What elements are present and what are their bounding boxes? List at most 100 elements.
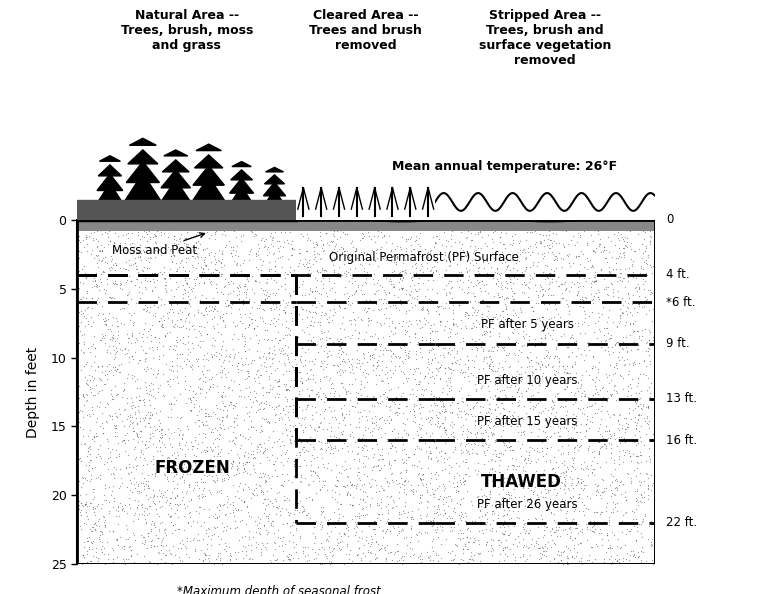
Point bbox=[352, 536, 364, 546]
Point bbox=[410, 231, 423, 241]
Point bbox=[379, 369, 391, 378]
Point bbox=[357, 462, 369, 472]
Point bbox=[99, 549, 111, 558]
Point bbox=[638, 356, 650, 365]
Point bbox=[168, 250, 180, 260]
Point bbox=[586, 260, 598, 270]
Point bbox=[617, 373, 629, 383]
Point bbox=[139, 440, 151, 449]
Point bbox=[188, 324, 200, 334]
Point bbox=[151, 227, 163, 236]
Point bbox=[289, 498, 301, 507]
Point bbox=[243, 247, 256, 256]
Point bbox=[89, 518, 102, 527]
Point bbox=[500, 510, 513, 519]
Point bbox=[254, 371, 266, 380]
Polygon shape bbox=[123, 185, 162, 220]
Point bbox=[372, 275, 384, 285]
Point bbox=[353, 407, 365, 417]
Point bbox=[180, 399, 192, 408]
Point bbox=[414, 389, 427, 399]
Point bbox=[522, 454, 534, 463]
Point bbox=[321, 534, 333, 544]
Point bbox=[625, 254, 638, 264]
Point bbox=[474, 227, 487, 236]
Point bbox=[554, 402, 566, 412]
Point bbox=[249, 276, 261, 286]
Point bbox=[270, 289, 283, 298]
Point bbox=[541, 485, 554, 495]
Point bbox=[297, 455, 310, 465]
Point bbox=[551, 549, 564, 558]
Point bbox=[479, 328, 491, 337]
Point bbox=[400, 289, 413, 299]
Point bbox=[628, 549, 640, 558]
Point bbox=[621, 369, 634, 378]
Point bbox=[187, 386, 199, 396]
Point bbox=[370, 475, 382, 485]
Point bbox=[338, 529, 350, 539]
Point bbox=[199, 392, 211, 402]
Point bbox=[209, 478, 221, 487]
Point bbox=[263, 220, 275, 230]
Point bbox=[328, 231, 340, 241]
Point bbox=[618, 355, 631, 364]
Point bbox=[157, 541, 169, 551]
Point bbox=[385, 336, 397, 346]
Point bbox=[88, 282, 100, 291]
Point bbox=[377, 230, 390, 240]
Point bbox=[511, 366, 523, 376]
Point bbox=[601, 317, 614, 327]
Point bbox=[262, 500, 274, 509]
Point bbox=[86, 383, 99, 393]
Point bbox=[614, 394, 627, 403]
Point bbox=[130, 393, 142, 402]
Point bbox=[82, 447, 94, 456]
Point bbox=[593, 287, 605, 297]
Point bbox=[474, 378, 486, 388]
Point bbox=[320, 551, 332, 561]
Point bbox=[553, 340, 565, 350]
Point bbox=[239, 287, 252, 297]
Point bbox=[204, 558, 216, 567]
Point bbox=[532, 293, 544, 302]
Point bbox=[397, 275, 409, 285]
Point bbox=[313, 520, 326, 529]
Point bbox=[444, 258, 456, 267]
Point bbox=[578, 226, 590, 236]
Point bbox=[140, 348, 152, 358]
Point bbox=[361, 306, 373, 315]
Point bbox=[535, 249, 547, 259]
Point bbox=[422, 451, 434, 461]
Point bbox=[232, 548, 244, 557]
Point bbox=[471, 458, 484, 467]
Point bbox=[387, 369, 400, 378]
Point bbox=[205, 279, 217, 289]
Point bbox=[361, 298, 373, 308]
Point bbox=[420, 305, 433, 314]
Point bbox=[447, 516, 460, 526]
Point bbox=[189, 253, 201, 263]
Point bbox=[336, 410, 348, 420]
Point bbox=[323, 312, 335, 322]
Point bbox=[366, 417, 378, 426]
Point bbox=[524, 242, 536, 251]
Point bbox=[299, 255, 311, 264]
Point bbox=[186, 393, 199, 402]
Point bbox=[362, 228, 374, 237]
Point bbox=[565, 283, 578, 292]
Point bbox=[408, 406, 420, 416]
Point bbox=[633, 244, 645, 254]
Point bbox=[309, 467, 321, 476]
Point bbox=[71, 547, 83, 557]
Point bbox=[636, 331, 648, 340]
Point bbox=[470, 258, 482, 267]
Point bbox=[281, 384, 293, 394]
Point bbox=[147, 439, 159, 448]
Point bbox=[484, 386, 496, 395]
Point bbox=[370, 397, 383, 406]
Point bbox=[210, 266, 223, 275]
Point bbox=[641, 361, 653, 371]
Point bbox=[603, 305, 615, 315]
Point bbox=[324, 441, 336, 450]
